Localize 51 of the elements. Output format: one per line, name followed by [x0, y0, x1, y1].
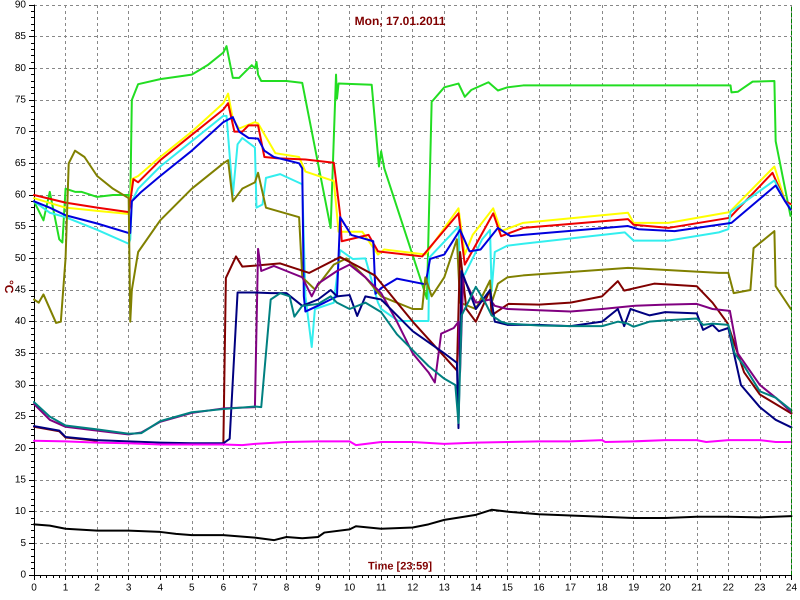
y-tick-label: 55	[14, 221, 26, 232]
y-tick-label: 10	[14, 506, 26, 518]
x-tick-label: 8	[284, 582, 290, 594]
y-tick-label: 70	[14, 126, 26, 138]
x-tick-label: 21	[691, 582, 703, 594]
y-tick-label: 35	[14, 348, 26, 359]
y-tick-label: 90	[14, 0, 26, 10]
x-tick-label: 22	[722, 582, 734, 594]
line-series	[33, 150, 792, 324]
line-series	[33, 114, 792, 348]
x-tick-label: 14	[470, 582, 482, 594]
y-tick-label: 5	[20, 538, 26, 549]
x-tick-label: 9	[315, 582, 322, 594]
x-tick-label: 19	[628, 582, 640, 594]
x-tick-label: 20	[660, 582, 672, 594]
y-tick-label: 0	[20, 570, 26, 580]
x-tick-label: 12	[407, 582, 419, 594]
y-tick-label: 25	[14, 411, 26, 422]
x-tick-label: 7	[252, 582, 258, 594]
x-tick-label: 13	[438, 582, 450, 594]
y-tick-label: 40	[14, 316, 26, 328]
y-tick-label: 75	[14, 94, 26, 106]
y-tick-label: 15	[14, 474, 26, 486]
text: Mon, 17.01.2011	[354, 14, 446, 28]
y-tick-label: 60	[14, 190, 26, 200]
x-tick-label: 23	[754, 582, 766, 594]
y-tick-label: 65	[14, 158, 26, 169]
x-tick-label: 15	[502, 582, 514, 594]
y-tick-label: 80	[14, 62, 26, 74]
x-tick-label: 5	[189, 582, 196, 594]
x-tick-label: 16	[533, 582, 545, 594]
x-tick-label: 4	[157, 582, 164, 594]
y-tick-label: 85	[14, 31, 26, 42]
line-series	[33, 45, 792, 300]
y-tick-label: 30	[14, 380, 26, 390]
x-tick-label: 0	[31, 582, 38, 594]
x-tick-label: 6	[220, 582, 227, 594]
x-tick-label: 18	[596, 582, 608, 594]
x-tick-label: 24	[786, 582, 798, 594]
x-tick-label: 10	[344, 582, 356, 594]
x-tick-label: 17	[564, 582, 577, 594]
y-axis-title: °C	[2, 280, 16, 294]
x-axis-title: Time [23:59]	[368, 560, 432, 572]
y-tick-label: 20	[14, 442, 26, 454]
x-tick-label: 1	[62, 582, 69, 594]
y-tick-label: 45	[14, 284, 26, 296]
line-series	[33, 116, 792, 313]
x-tick-label: 3	[126, 582, 132, 594]
x-tick-label: 2	[94, 582, 100, 594]
x-tick-label: 11	[376, 582, 387, 594]
y-tick-label: 50	[14, 252, 26, 264]
